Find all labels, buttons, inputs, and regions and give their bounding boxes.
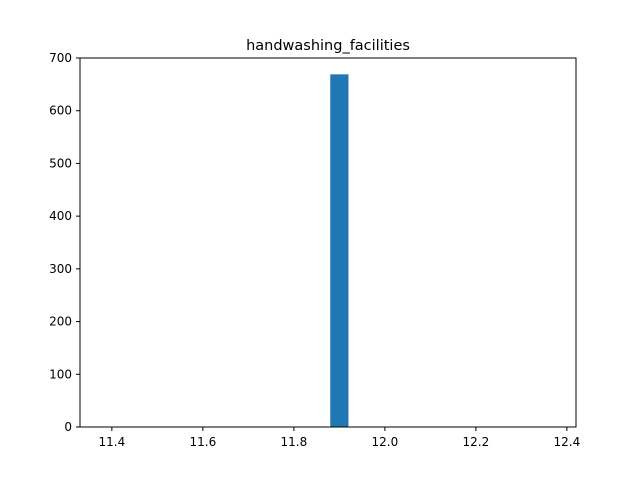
chart-title: handwashing_facilities [246,38,410,54]
y-tick-label: 600 [49,104,72,118]
x-tick-label: 12.4 [554,435,581,449]
x-tick-label: 11.4 [98,435,125,449]
y-axis: 0 100 200 300 400 500 600 700 [49,51,80,434]
histogram-bar-0 [330,74,349,427]
y-tick-label: 0 [64,420,72,434]
x-tick-label: 12.2 [463,435,490,449]
y-tick-label: 300 [49,262,72,276]
x-tick-label: 11.8 [281,435,308,449]
x-tick-label: 12.0 [372,435,399,449]
y-tick-label: 100 [49,367,72,381]
bars-layer [330,74,349,427]
x-axis: 11.4 11.6 11.8 12.0 12.2 12.4 [98,427,580,449]
y-tick-label: 700 [49,51,72,65]
y-tick-label: 400 [49,209,72,223]
x-tick-label: 11.6 [190,435,217,449]
plot-frame [79,57,577,428]
y-tick-label: 200 [49,315,72,329]
y-tick-label: 500 [49,156,72,170]
